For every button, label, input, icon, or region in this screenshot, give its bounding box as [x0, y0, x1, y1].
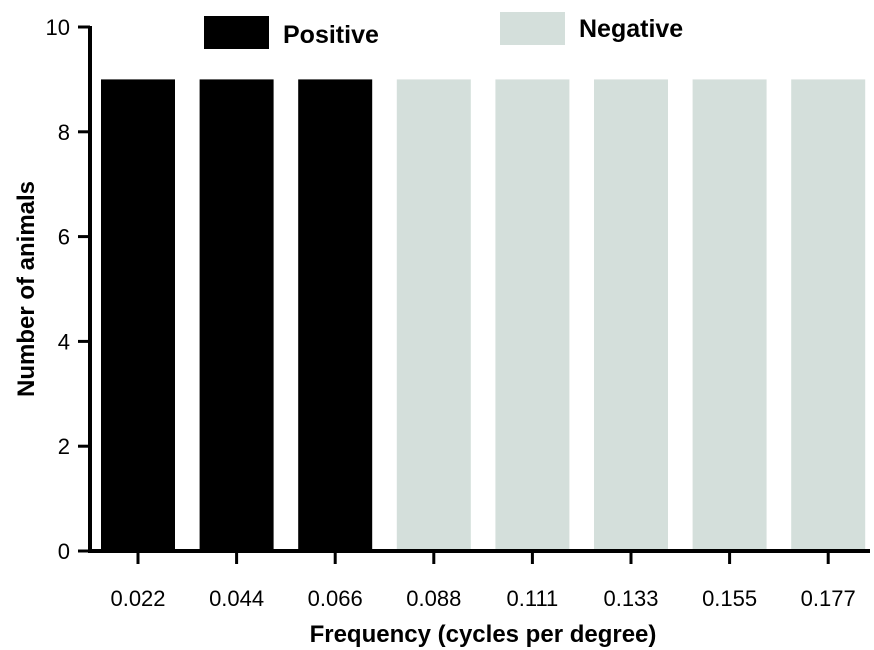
- bar-0.044: [199, 79, 274, 552]
- x-tick-label: 0.177: [801, 586, 856, 611]
- legend-label-positive: Positive: [283, 21, 379, 49]
- bar-0.133: [594, 79, 668, 552]
- y-tick-label: 10: [46, 15, 70, 40]
- legend-swatch-positive: [204, 16, 269, 49]
- y-tick-label: 0: [58, 539, 70, 564]
- x-tick-label: 0.066: [308, 586, 363, 611]
- x-tick-label: 0.044: [209, 586, 264, 611]
- x-tick-label: 0.133: [603, 586, 658, 611]
- x-tick-label: 0.111: [507, 586, 559, 611]
- legend: Positive Negative: [204, 12, 683, 49]
- bars-group: [101, 79, 866, 552]
- y-tick-label: 8: [58, 120, 70, 145]
- bar-0.177: [791, 79, 866, 552]
- bar-0.088: [396, 79, 471, 552]
- y-tick-label: 2: [58, 434, 70, 459]
- y-axis-title: Number of animals: [13, 181, 40, 397]
- legend-label-negative: Negative: [579, 15, 683, 43]
- x-axis-title: Frequency (cycles per degree): [310, 621, 657, 648]
- bar-0.155: [692, 79, 767, 552]
- x-tick-label: 0.088: [406, 586, 461, 611]
- y-tick-label: 6: [58, 225, 70, 250]
- x-tick-label: 0.155: [702, 586, 757, 611]
- legend-swatch-negative: [500, 12, 565, 45]
- axes-group: 0 2 4 6 8 10 0.022 0.044 0.066 0.088 0.111 0.133 0.1…: [46, 15, 870, 611]
- x-tick-label: 0.022: [110, 586, 165, 611]
- y-tick-label: 4: [58, 329, 70, 354]
- bar-0.111: [495, 79, 570, 552]
- bar-0.022: [101, 79, 175, 552]
- bar-0.066: [298, 79, 373, 552]
